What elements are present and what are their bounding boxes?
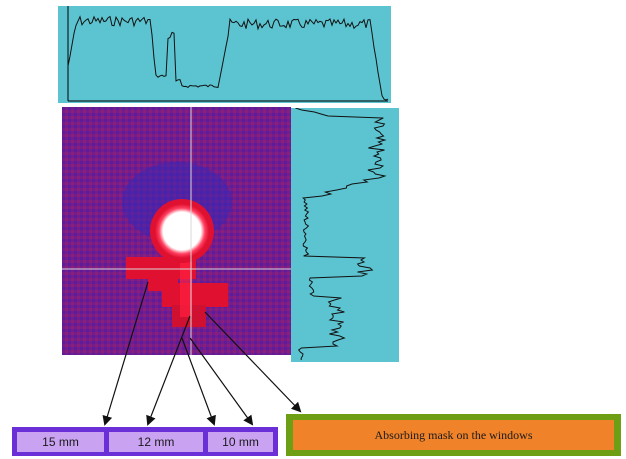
window-labels-bar: 15 mm 12 mm 10 mm: [12, 427, 278, 456]
label-10mm-a: 10 mm: [208, 432, 273, 452]
label-12mm: 12 mm: [109, 432, 203, 452]
horizontal-profile-plot: [58, 6, 391, 103]
label-15mm: 15 mm: [17, 432, 104, 452]
mask-label-box: Absorbing mask on the windows: [286, 414, 621, 456]
horizontal-profile-curve: [67, 15, 389, 101]
horizontal-profile-svg: [67, 6, 389, 102]
beam-image: [62, 107, 291, 355]
vertical-profile-svg: [295, 108, 387, 360]
vertical-profile-curve: [295, 108, 387, 360]
mask-label: Absorbing mask on the windows: [293, 420, 614, 450]
mask-window-right: [162, 283, 228, 307]
vertical-profile-plot: [291, 108, 399, 362]
beam-image-svg: [62, 107, 291, 355]
bright-spot: [155, 204, 209, 258]
